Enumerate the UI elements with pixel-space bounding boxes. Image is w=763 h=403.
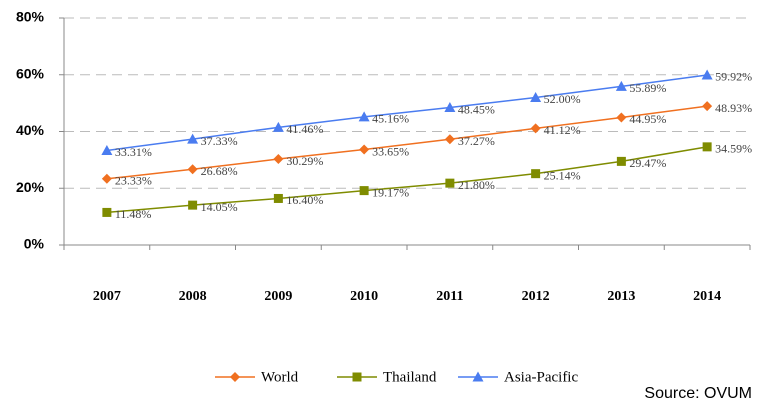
y-tick-label: 80% xyxy=(16,9,45,25)
x-tick-label: 2014 xyxy=(693,289,721,304)
data-label: 48.93% xyxy=(715,101,752,115)
data-label: 34.59% xyxy=(715,142,752,156)
series-line xyxy=(106,74,708,152)
y-tick-label: 20% xyxy=(16,179,45,195)
y-tick-label: 60% xyxy=(16,65,45,81)
data-label: 16.40% xyxy=(286,193,323,207)
x-tick-label: 2011 xyxy=(436,289,463,304)
marker xyxy=(102,207,112,217)
marker xyxy=(615,80,627,91)
data-label: 41.12% xyxy=(544,123,581,137)
data-label: 26.68% xyxy=(201,164,238,178)
y-tick-label: 40% xyxy=(16,122,45,138)
legend-marker xyxy=(352,372,362,382)
data-label: 33.31% xyxy=(115,145,152,159)
marker xyxy=(101,173,112,184)
marker xyxy=(444,102,456,113)
data-label: 41.46% xyxy=(286,122,323,136)
y-tick-label: 0% xyxy=(24,236,45,252)
marker xyxy=(702,101,713,112)
marker xyxy=(530,91,542,102)
data-label: 52.00% xyxy=(544,92,581,106)
marker xyxy=(272,121,284,132)
x-tick-label: 2012 xyxy=(522,289,550,304)
data-label: 30.29% xyxy=(286,154,323,168)
marker xyxy=(359,144,370,155)
x-tick-label: 2008 xyxy=(179,289,207,304)
legend-label: Asia-Pacific xyxy=(504,369,578,385)
marker xyxy=(187,164,198,175)
marker xyxy=(101,144,113,155)
marker xyxy=(701,69,713,80)
marker xyxy=(616,156,626,166)
marker xyxy=(273,154,284,165)
series-line xyxy=(106,146,708,214)
legend-marker xyxy=(472,371,484,382)
legend-marker xyxy=(230,372,240,382)
x-tick-label: 2007 xyxy=(93,289,121,304)
marker xyxy=(188,200,198,210)
marker xyxy=(445,178,455,188)
data-label: 25.14% xyxy=(544,168,581,182)
x-tick-label: 2009 xyxy=(264,289,292,304)
marker xyxy=(531,169,541,179)
legend-label: World xyxy=(261,369,299,385)
data-label: 23.33% xyxy=(115,174,152,188)
data-label: 48.45% xyxy=(458,102,495,116)
marker xyxy=(702,142,712,152)
data-label: 44.95% xyxy=(629,112,666,126)
data-label: 37.33% xyxy=(201,134,238,148)
x-tick-label: 2010 xyxy=(350,289,378,304)
data-label: 14.05% xyxy=(201,200,238,214)
data-label: 59.92% xyxy=(715,70,752,84)
data-label: 33.65% xyxy=(372,144,409,158)
data-label: 11.48% xyxy=(115,207,152,221)
legend-label: Thailand xyxy=(383,369,437,385)
source: Source: OVUM xyxy=(644,385,752,402)
series-line xyxy=(106,105,708,180)
data-label: 55.89% xyxy=(629,81,666,95)
data-label: 21.80% xyxy=(458,178,495,192)
marker xyxy=(530,123,541,134)
marker xyxy=(358,111,370,122)
data-label: 19.17% xyxy=(372,185,409,199)
marker xyxy=(444,134,455,145)
data-label: 29.47% xyxy=(629,156,666,170)
marker xyxy=(359,186,369,196)
marker xyxy=(273,193,283,203)
data-label: 45.16% xyxy=(372,112,409,126)
marker xyxy=(616,112,627,123)
x-tick-label: 2013 xyxy=(607,289,635,304)
marker xyxy=(187,133,199,144)
data-label: 37.27% xyxy=(458,134,495,148)
